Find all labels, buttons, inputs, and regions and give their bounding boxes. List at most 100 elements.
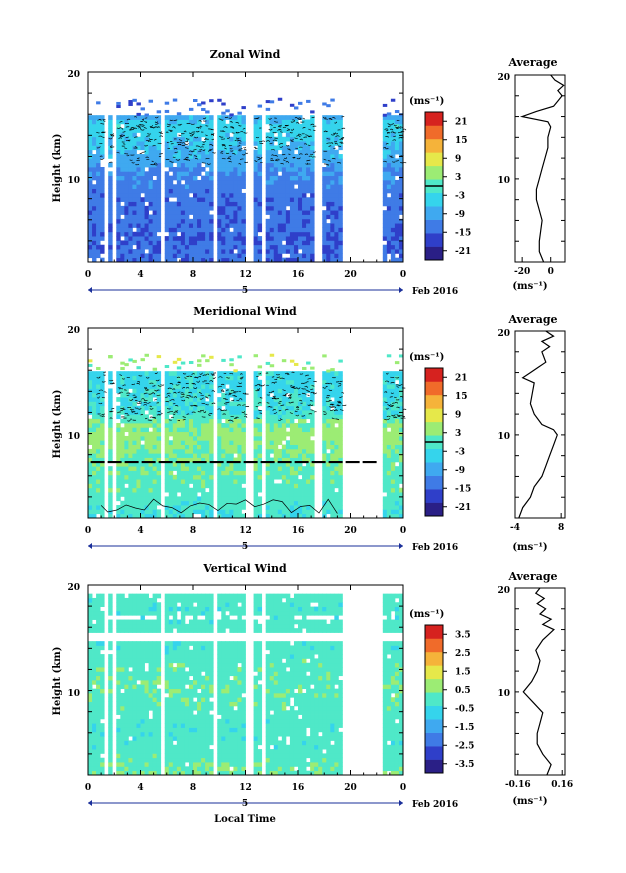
heatmap-cell xyxy=(168,158,174,164)
heatmap-cell xyxy=(180,470,186,476)
heatmap-cell xyxy=(92,492,97,497)
heatmap-cell xyxy=(201,231,206,237)
contour-line xyxy=(102,120,106,122)
heatmap-cell xyxy=(197,141,202,146)
heatmap-cell xyxy=(88,141,93,146)
heatmap-cell xyxy=(136,435,141,441)
heatmap-cell xyxy=(394,167,400,172)
heatmap-cell xyxy=(148,405,154,411)
heatmap-cell xyxy=(172,244,178,250)
heatmap-cell xyxy=(132,162,137,168)
heatmap-cell xyxy=(257,410,263,415)
heatmap-cell xyxy=(237,149,242,155)
heatmap-cell xyxy=(285,119,291,125)
heatmap-cell xyxy=(338,197,343,202)
heatmap-cell xyxy=(277,158,283,164)
heatmap-cell xyxy=(310,414,315,420)
heatmap-cell xyxy=(197,162,202,168)
colorbar-swatch xyxy=(425,489,443,503)
heatmap-cell xyxy=(390,98,396,102)
contour-line xyxy=(212,374,216,376)
heatmap-cell xyxy=(188,184,194,189)
heatmap-cell xyxy=(298,210,303,215)
heatmap-cell xyxy=(281,513,287,519)
heatmap-cell xyxy=(334,179,339,185)
heatmap-cell xyxy=(293,479,299,484)
heatmap-cell xyxy=(168,154,174,159)
heatmap-cell xyxy=(241,128,246,133)
contour-line xyxy=(191,150,195,153)
heatmap-cell xyxy=(298,513,303,519)
heatmap-cell xyxy=(168,223,174,228)
heatmap-cell xyxy=(197,115,202,120)
heatmap-cell xyxy=(394,128,400,133)
heatmap-cell xyxy=(237,115,242,120)
heatmap-cell xyxy=(144,496,149,502)
heatmap-cell xyxy=(88,479,93,484)
heatmap-cell xyxy=(257,457,263,463)
heatmap-cell xyxy=(386,218,392,224)
contour-line xyxy=(126,154,130,157)
heatmap-cell xyxy=(289,115,295,120)
heatmap-cell xyxy=(132,128,137,133)
heatmap-cell xyxy=(128,123,133,129)
heatmap-cell xyxy=(144,240,149,246)
heatmap-cell xyxy=(330,210,335,215)
heatmap-cell xyxy=(168,397,174,402)
heatmap-cell xyxy=(140,500,145,506)
heatmap-cell xyxy=(197,371,202,376)
heatmap-cell xyxy=(132,115,137,120)
heatmap-cell xyxy=(197,192,202,198)
heatmap-cell xyxy=(205,513,210,519)
heatmap-cell xyxy=(205,435,210,441)
heatmap-cell xyxy=(306,141,311,146)
heatmap-cell xyxy=(298,466,303,471)
heatmap-cell xyxy=(156,492,162,497)
heatmap-cell xyxy=(253,509,259,515)
heatmap-cell xyxy=(253,188,259,194)
heatmap-cell xyxy=(221,167,226,172)
heatmap-cell xyxy=(172,492,178,497)
heatmap-cell xyxy=(201,175,206,181)
heatmap-cell xyxy=(172,405,178,411)
heatmap-cell xyxy=(229,113,234,117)
heatmap-cell xyxy=(120,162,125,168)
heatmap-cell xyxy=(184,414,190,420)
heatmap-cell xyxy=(188,149,194,155)
heatmap-cell xyxy=(293,179,299,185)
heatmap-cell xyxy=(257,470,263,476)
heatmap-cell xyxy=(193,115,198,120)
heatmap-cell xyxy=(197,410,202,415)
heatmap-cell xyxy=(188,418,194,424)
heatmap-cell xyxy=(128,102,133,106)
heatmap-cell xyxy=(108,119,113,125)
heatmap-cell xyxy=(152,158,158,164)
heatmap-cell xyxy=(302,236,307,241)
contour-line xyxy=(149,416,154,418)
contour-line xyxy=(149,382,154,385)
heatmap-cell xyxy=(338,423,343,428)
heatmap-cell xyxy=(100,192,105,198)
heatmap-cell xyxy=(277,240,283,246)
contour-line xyxy=(158,413,162,416)
heatmap-cell xyxy=(293,362,299,366)
heatmap-cell xyxy=(152,167,158,172)
heatmap-cell xyxy=(156,162,162,168)
heatmap-cell xyxy=(293,257,299,263)
heatmap-cell xyxy=(164,444,170,450)
heatmap-cell xyxy=(229,401,234,407)
heatmap-cell xyxy=(306,492,311,497)
heatmap-cell xyxy=(306,205,311,211)
heatmap-cell xyxy=(144,184,149,189)
heatmap-cell xyxy=(217,509,222,515)
heatmap-cell xyxy=(306,487,311,493)
heatmap-cell xyxy=(225,136,230,142)
contour-line xyxy=(277,125,282,128)
heatmap-cell xyxy=(298,401,303,407)
heatmap-cell xyxy=(100,453,105,458)
heatmap-cell xyxy=(310,197,315,202)
heatmap-cell xyxy=(100,236,105,241)
heatmap-cell xyxy=(197,128,202,133)
heatmap-cell xyxy=(209,440,214,445)
heatmap-cell xyxy=(330,188,335,194)
